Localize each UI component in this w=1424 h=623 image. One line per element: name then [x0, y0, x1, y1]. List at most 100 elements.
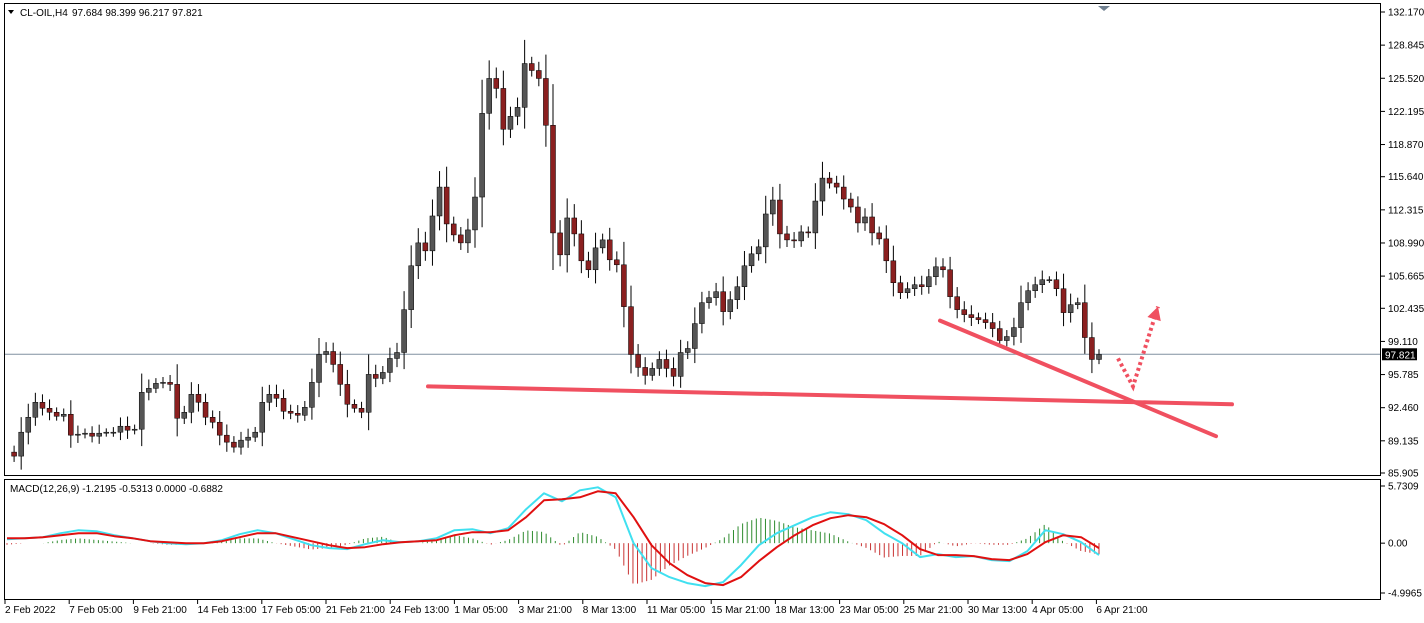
candle-up [904, 288, 911, 293]
candle-up [131, 428, 138, 431]
time-tick-label: 17 Feb 05:00 [262, 605, 321, 616]
time-tick-label: 18 Mar 13:00 [775, 605, 834, 616]
candle-down [1082, 302, 1088, 338]
time-tick-label: 3 Mar 21:00 [519, 605, 573, 616]
candle-down [11, 451, 17, 457]
candle-up [266, 394, 273, 403]
candle-up [436, 186, 443, 217]
candle-up [1032, 284, 1038, 291]
candle-down [330, 351, 336, 365]
candle-down [855, 206, 861, 224]
symbol-label: CL-OIL,H4 [20, 8, 68, 19]
candle-down [53, 412, 60, 417]
candle-down [174, 384, 180, 419]
candle-down [628, 306, 634, 355]
candle-up [1025, 290, 1031, 303]
candle-down [975, 317, 982, 320]
candle-down [663, 359, 670, 369]
candle-up [103, 431, 110, 434]
candle-down [571, 217, 578, 235]
candle-up [117, 425, 124, 433]
candle-down [39, 402, 46, 409]
candle-down [989, 322, 996, 329]
macd-label: MACD(12,26,9) -1.2195 -0.5313 0.0000 -0.… [10, 484, 223, 495]
price-panel-frame [4, 3, 1381, 476]
candle-up [1067, 304, 1074, 313]
time-tick-label: 6 Apr 21:00 [1096, 605, 1148, 616]
macd-lines [6, 486, 1100, 588]
candle-up [394, 352, 400, 359]
candle-down [351, 404, 358, 409]
candle-down [294, 413, 301, 416]
candle-down [777, 199, 783, 235]
candle-down [68, 414, 74, 436]
time-axis: 2 Feb 2022 7 Feb 05:00 9 Feb 21:00 14 Feb 1… [4, 600, 1148, 616]
candle-down [443, 186, 450, 225]
candle-down [883, 238, 890, 262]
candle-up [380, 372, 386, 379]
price-tick-label: 115.640 [1388, 172, 1424, 183]
candle-down [1089, 337, 1095, 360]
time-tick-label: 23 Mar 05:00 [840, 605, 899, 616]
candle-up [911, 284, 918, 289]
candle-down [606, 239, 613, 261]
candle-up [692, 323, 698, 349]
trend-line [938, 318, 1218, 439]
candle-up [160, 382, 166, 384]
candle-up [415, 242, 422, 267]
candle-up [486, 78, 492, 114]
price-tick-label: 128.845 [1388, 41, 1424, 52]
macd-axis: 5.7309 0.00 -4.9965 [1381, 482, 1422, 600]
candle-up [933, 266, 939, 278]
candle-up [60, 414, 67, 417]
candle-up [677, 352, 684, 377]
time-tick-label: 24 Feb 13:00 [390, 605, 449, 616]
candle-down [231, 441, 237, 448]
candle-down [1060, 288, 1067, 313]
price-tick-label: 125.520 [1388, 74, 1424, 85]
candle-up [309, 382, 315, 408]
candle-down [614, 259, 620, 266]
candle-down [947, 269, 953, 297]
candle-down [422, 242, 429, 252]
candle-up [755, 246, 762, 255]
candle-down [826, 177, 833, 184]
candle-up [741, 265, 748, 287]
candle-up [798, 231, 804, 242]
price-tick-label: 118.870 [1388, 140, 1424, 151]
candle-down [996, 328, 1003, 341]
current-price-label: 97.821 [1385, 350, 1416, 361]
candle-down [46, 408, 53, 413]
candle-up [323, 351, 329, 355]
candle-down [550, 125, 556, 234]
candle-up [259, 402, 266, 433]
current-price-line: 97.821 [5, 348, 1417, 361]
candle-up [514, 107, 521, 117]
candle-down [784, 233, 790, 241]
price-tick-label: 99.110 [1388, 337, 1418, 348]
candle-down [621, 264, 627, 307]
candle-up [252, 431, 258, 438]
macd-tick-label: -4.9965 [1388, 589, 1422, 600]
candle-up [770, 199, 776, 215]
candle-up [245, 436, 251, 441]
candle-up [862, 216, 868, 224]
candle-up [82, 432, 88, 435]
candle-down [557, 232, 563, 256]
candle-up [238, 439, 244, 448]
candle-down [890, 260, 897, 283]
candle-up [1018, 302, 1024, 328]
candle-down [720, 291, 726, 312]
candle-up [153, 383, 159, 389]
candle-down [493, 78, 500, 89]
candle-down [372, 374, 379, 379]
candle-up [401, 309, 407, 353]
candle-up [727, 299, 734, 312]
price-tick-label: 92.460 [1388, 403, 1419, 414]
candle-down [167, 382, 173, 385]
ohlc-label: 97.684 98.399 96.217 97.821 [72, 8, 203, 19]
shift-marker-icon[interactable] [1098, 6, 1110, 11]
candle-up [1004, 336, 1010, 341]
candle-up [1074, 302, 1081, 305]
dropdown-triangle-icon[interactable] [8, 10, 14, 14]
